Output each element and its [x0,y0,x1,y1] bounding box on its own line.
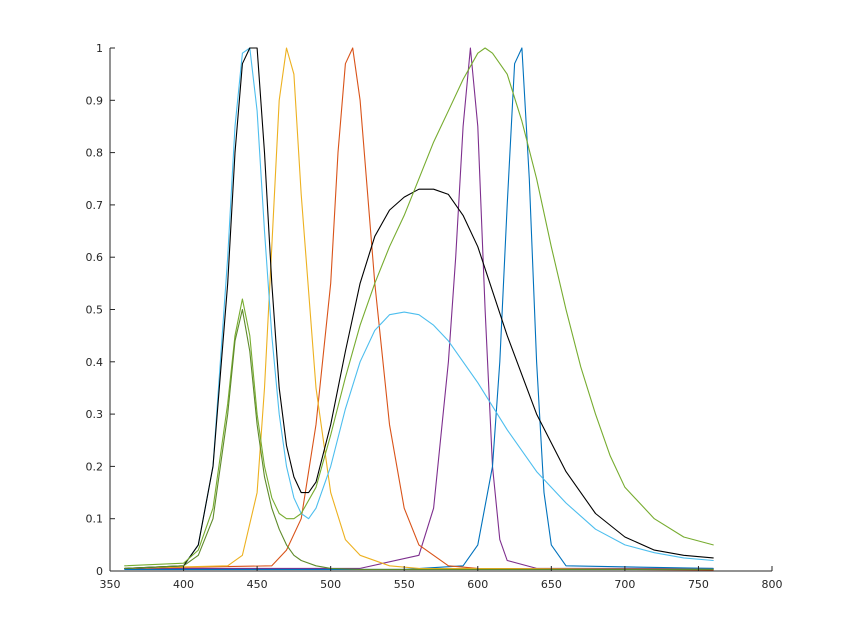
x-tick-label: 750 [688,578,709,591]
series-line-1 [124,47,714,569]
x-tick-label: 650 [541,578,562,591]
y-tick-label: 1 [96,42,103,55]
y-tick-label: 0.9 [86,94,104,107]
y-tick-label: 0.2 [86,460,104,473]
x-tick-label: 600 [467,578,488,591]
series-line-8 [124,308,714,570]
x-tick-label: 700 [614,578,635,591]
x-tick-label: 550 [394,578,415,591]
series-line-4 [124,47,714,570]
y-tick-label: 0.7 [86,199,104,212]
series-line-2 [124,47,714,570]
y-tick-label: 0.4 [86,356,104,369]
x-tick-label: 400 [173,578,194,591]
series-line-5 [124,47,714,569]
x-tick-label: 450 [247,578,268,591]
series-layer [124,47,714,571]
y-tick-label: 0.8 [86,147,104,160]
x-tick-label: 500 [320,578,341,591]
y-tick-label: 0 [96,565,103,578]
series-line-7 [124,47,714,567]
x-tick-label: 800 [762,578,783,591]
y-tick-label: 0.5 [86,304,104,317]
axes: 350 400 450 500 550 600 650 700 750 800 0 0.1 0.2 0.3… [86,42,783,591]
y-tick-label: 0.3 [86,408,104,421]
series-line-3 [124,47,714,571]
y-tick-label: 0.6 [86,251,104,264]
y-tick-label: 0.1 [86,513,104,526]
series-line-6 [124,47,714,569]
x-tick-label: 350 [100,578,121,591]
